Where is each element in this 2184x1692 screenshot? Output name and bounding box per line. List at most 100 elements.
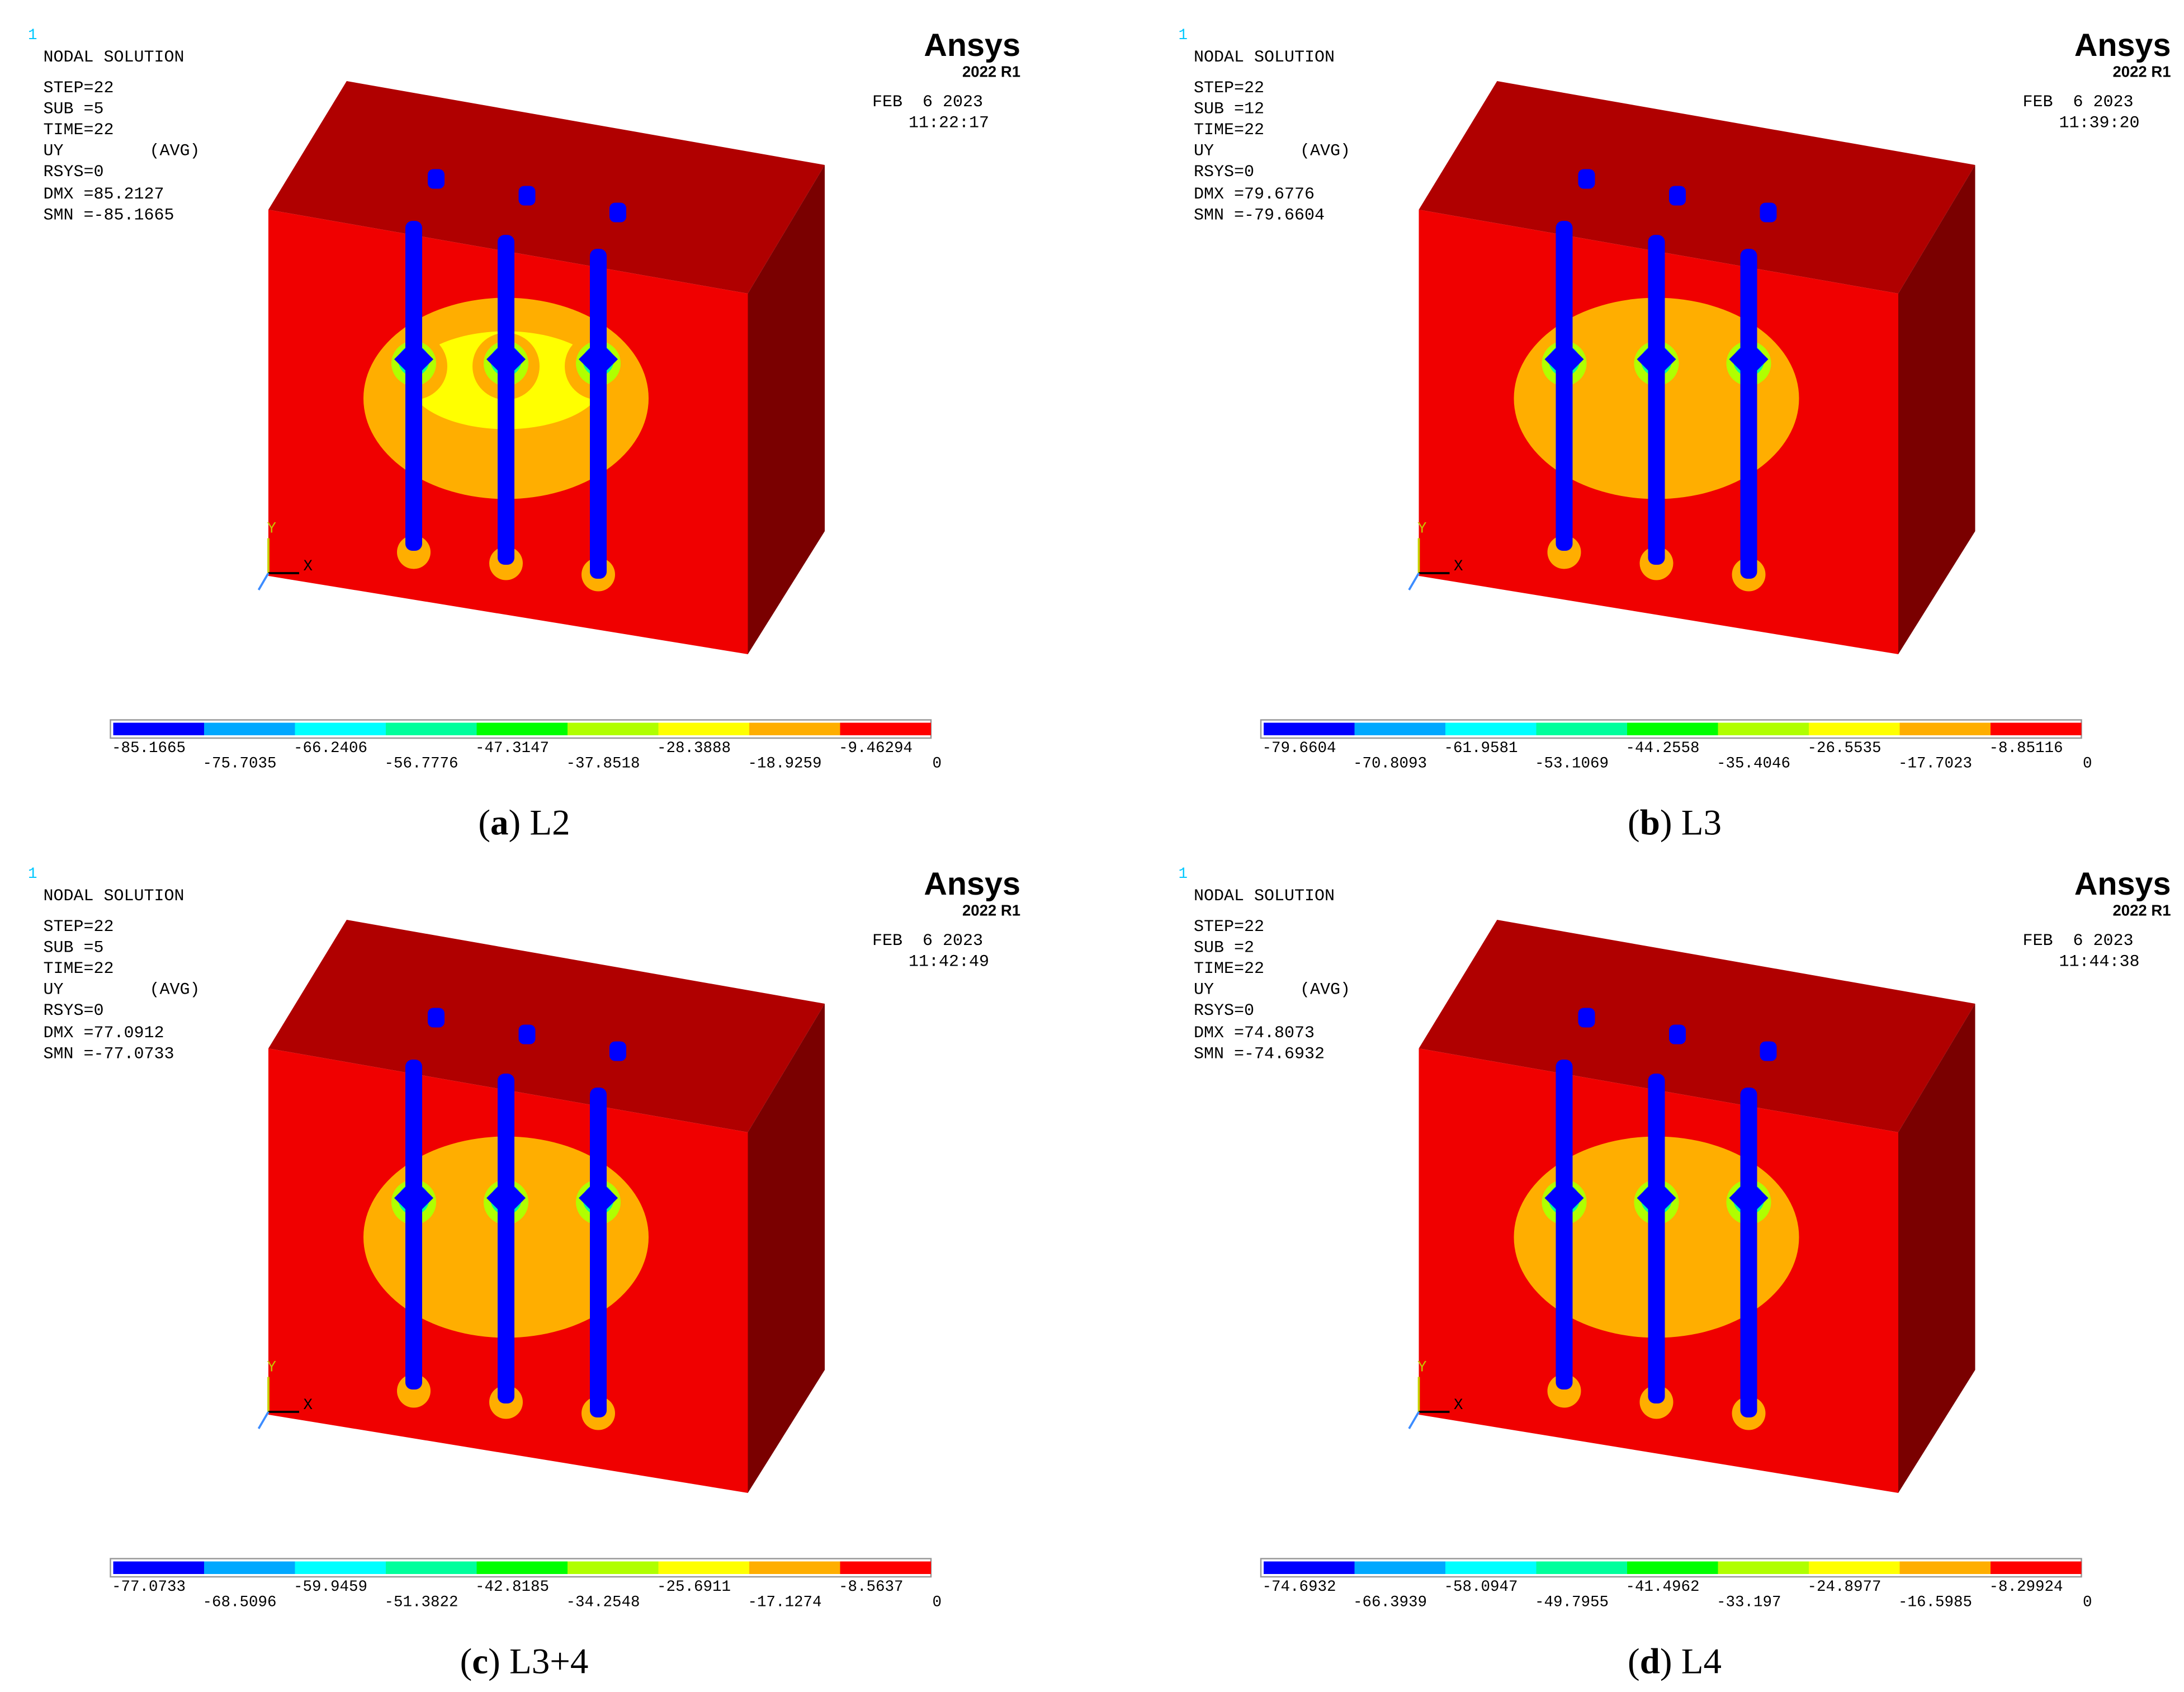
avg-label: (AVG) xyxy=(1300,142,1350,161)
time: 11:22:17 xyxy=(909,114,989,133)
avg-label: (AVG) xyxy=(150,142,200,161)
pile xyxy=(405,221,422,551)
legend-swatch xyxy=(1627,1561,1718,1574)
pile xyxy=(1556,1060,1573,1389)
pile-head xyxy=(1578,1008,1595,1028)
info-line: UY xyxy=(44,981,64,1000)
legend-swatch xyxy=(1991,1561,2082,1574)
legend-swatch xyxy=(1991,722,2082,735)
legend-label: -8.29924 xyxy=(1989,1578,2063,1596)
legend-swatch xyxy=(113,1561,204,1574)
legend-label: -26.5535 xyxy=(1808,740,1882,757)
legend-label: -70.8093 xyxy=(1353,755,1427,773)
legend-label: -79.6604 xyxy=(1263,740,1336,757)
time: 11:44:38 xyxy=(2059,953,2140,972)
legend-swatch xyxy=(295,1561,386,1574)
legend-swatch xyxy=(386,722,477,735)
legend-swatch xyxy=(113,722,204,735)
date: FEB 6 2023 xyxy=(2023,932,2134,951)
axis-label: Y xyxy=(267,521,277,538)
legend-swatch xyxy=(840,722,931,735)
legend-swatch xyxy=(1627,722,1718,735)
info-line: TIME=22 xyxy=(44,121,114,140)
legend-label: -59.9459 xyxy=(294,1578,367,1596)
brand-logo: Ansys xyxy=(924,866,1020,902)
axis-label: X xyxy=(1454,558,1463,575)
legend-label: 0 xyxy=(933,1594,942,1611)
box-top xyxy=(1419,81,1975,294)
legend-label: -16.5985 xyxy=(1898,1594,1972,1611)
legend-label: -44.2558 xyxy=(1626,740,1700,757)
pile-head xyxy=(1760,202,1777,223)
pile-head xyxy=(609,202,626,223)
legend-swatch xyxy=(1536,1561,1627,1574)
axis-label: Y xyxy=(1417,1359,1427,1377)
info-line: TIME=22 xyxy=(1194,960,1264,979)
legend-label: -28.3888 xyxy=(657,740,731,757)
legend-label: -61.9581 xyxy=(1444,740,1518,757)
info-line: RSYS=0 xyxy=(1194,163,1254,182)
caption-part: ( xyxy=(1628,1641,1640,1681)
box-top xyxy=(268,81,825,294)
info-line: DMX =74.8073 xyxy=(1194,1024,1315,1043)
date: FEB 6 2023 xyxy=(872,932,983,951)
index-mark: 1 xyxy=(1179,27,1188,44)
legend-label: 0 xyxy=(2083,1594,2092,1611)
legend-label: -56.7776 xyxy=(385,755,458,773)
plot-title: NODAL SOLUTION xyxy=(1194,48,1335,67)
info-line: RSYS=0 xyxy=(44,1001,104,1020)
legend-label: -66.3939 xyxy=(1353,1594,1427,1611)
info-line: STEP=22 xyxy=(44,79,114,98)
panel: 1 NODAL SOLUTION STEP=22 SUB =5 TIME=22 UYRSY… xyxy=(28,866,1020,1682)
box-side xyxy=(1898,1004,1975,1493)
legend-label: -58.0947 xyxy=(1444,1578,1518,1596)
caption-part: ( xyxy=(478,803,490,843)
info-line: TIME=22 xyxy=(44,960,114,979)
info-line: SMN =-85.1665 xyxy=(44,206,174,225)
legend-label: -75.7035 xyxy=(203,755,277,773)
plot-title: NODAL SOLUTION xyxy=(44,48,185,67)
legend-swatch xyxy=(658,722,749,735)
brand-logo: Ansys xyxy=(2074,866,2171,902)
info-line: UY xyxy=(1194,142,1214,161)
legend-label: -77.0733 xyxy=(112,1578,186,1596)
legend-label: -85.1665 xyxy=(112,740,186,757)
legend-label: -49.7955 xyxy=(1535,1594,1609,1611)
info-line: DMX =85.2127 xyxy=(44,185,164,204)
legend-swatch xyxy=(749,722,840,735)
legend-label: -18.9259 xyxy=(748,755,822,773)
legend-swatch xyxy=(840,1561,931,1574)
caption-part: d xyxy=(1640,1641,1660,1681)
legend-label: -17.1274 xyxy=(748,1594,822,1611)
info-line: UY xyxy=(1194,981,1214,1000)
legend-swatch xyxy=(1354,1561,1445,1574)
legend-swatch xyxy=(476,1561,568,1574)
index-mark: 1 xyxy=(28,27,37,44)
legend-label: -37.8518 xyxy=(566,755,640,773)
pile-head xyxy=(428,1008,445,1028)
legend-swatch xyxy=(1264,1561,1355,1574)
info-line: SUB =12 xyxy=(1194,100,1264,119)
info-line: STEP=22 xyxy=(1194,79,1264,98)
info-line: SUB =5 xyxy=(44,939,104,958)
info-line: STEP=22 xyxy=(1194,918,1264,937)
info-line: UY xyxy=(44,142,64,161)
legend-swatch xyxy=(1809,1561,1900,1574)
legend-swatch xyxy=(1536,722,1627,735)
caption-part: ) L4 xyxy=(1660,1641,1722,1681)
pile-head xyxy=(518,1024,536,1044)
pile xyxy=(1740,1088,1757,1417)
info-line: SMN =-79.6604 xyxy=(1194,206,1325,225)
info-line: STEP=22 xyxy=(44,918,114,937)
legend-label: -51.3822 xyxy=(385,1594,458,1611)
date: FEB 6 2023 xyxy=(2023,93,2134,112)
caption-part: a xyxy=(490,803,509,843)
index-mark: 1 xyxy=(28,866,37,883)
pile-head xyxy=(1760,1041,1777,1061)
legend-label: -34.2548 xyxy=(566,1594,640,1611)
caption: (c) L3+4 xyxy=(460,1641,589,1681)
legend-swatch xyxy=(386,1561,477,1574)
axis-line xyxy=(257,573,270,590)
